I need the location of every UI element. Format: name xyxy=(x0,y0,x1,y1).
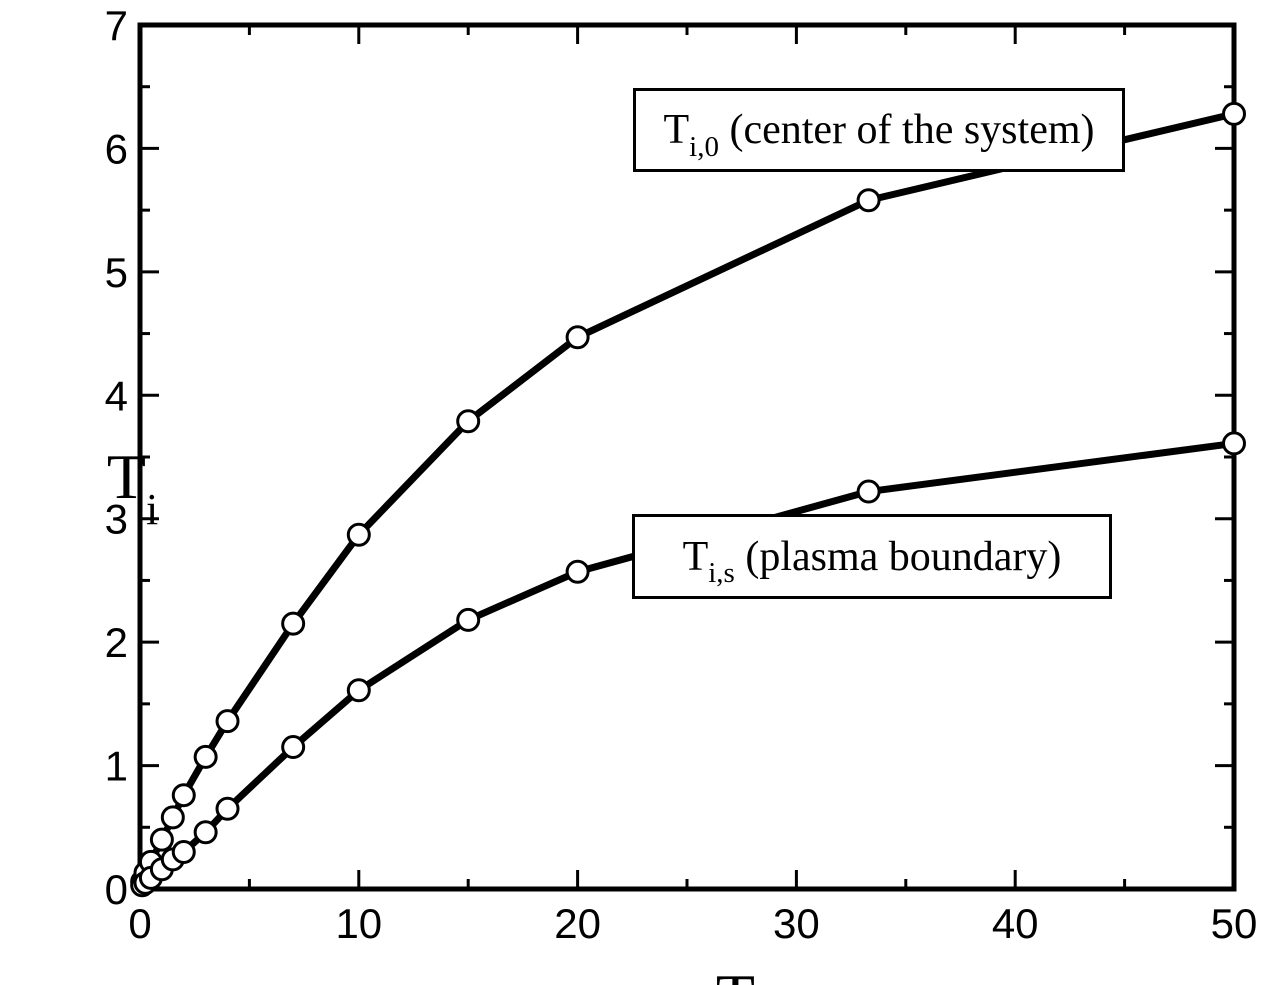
data-point-marker-series-0 xyxy=(193,744,218,769)
data-point-marker-series-1 xyxy=(856,479,881,504)
data-point-marker-series-1 xyxy=(215,796,240,821)
y-tick-label: 5 xyxy=(105,249,128,296)
y-tick-label: 4 xyxy=(105,372,128,419)
data-point-marker-series-1 xyxy=(281,735,306,760)
y-tick-label: 6 xyxy=(105,125,128,172)
data-point-marker-series-0 xyxy=(171,783,196,808)
y-tick-label: 0 xyxy=(105,866,128,913)
data-point-marker-series-0 xyxy=(456,409,481,434)
data-point-marker-series-0 xyxy=(215,709,240,734)
data-point-marker-series-1 xyxy=(193,820,218,845)
series-line-0 xyxy=(138,110,1235,883)
x-tick-label: 10 xyxy=(335,900,382,947)
x-tick-label: 50 xyxy=(1211,900,1258,947)
data-point-marker-series-0 xyxy=(281,611,306,636)
y-tick-label: 7 xyxy=(105,2,128,49)
y-axis-title-subscript: i xyxy=(145,485,159,534)
x-tick-label: 20 xyxy=(554,900,601,947)
data-point-marker-series-0 xyxy=(856,188,881,213)
y-axis-title-base: T xyxy=(106,441,146,512)
y-axis-title: Ti xyxy=(44,381,158,573)
annotation-series-description: (plasma boundary) xyxy=(734,533,1062,580)
data-point-marker-series-0 xyxy=(346,522,371,547)
annotation-series-symbol: T xyxy=(663,107,690,153)
x-axis-title: Tn xyxy=(653,901,777,985)
data-point-marker-series-0 xyxy=(1222,101,1246,126)
axis-ticks xyxy=(140,25,1234,889)
x-axis-title-base: T xyxy=(716,961,755,985)
series-markers xyxy=(130,101,1246,898)
series-lines xyxy=(138,110,1235,889)
annotation-series-symbol: T xyxy=(682,533,709,580)
data-point-marker-series-1 xyxy=(565,559,590,584)
annotation-series-description: (center of the system) xyxy=(718,107,1095,153)
annotation-series-subscript: i,s xyxy=(708,557,735,589)
x-tick-label: 40 xyxy=(992,900,1039,947)
y-tick-label: 1 xyxy=(105,743,128,790)
y-tick-label: 3 xyxy=(105,496,128,543)
x-tick-label: 30 xyxy=(773,900,820,947)
annotation-series-subscript: i,0 xyxy=(689,130,719,163)
series-line-1 xyxy=(140,439,1235,889)
data-point-marker-series-1 xyxy=(346,678,371,703)
data-point-marker-series-0 xyxy=(565,325,590,350)
data-point-marker-series-1 xyxy=(1222,431,1246,456)
data-point-marker-series-0 xyxy=(160,805,185,830)
y-tick-label: 2 xyxy=(105,619,128,666)
data-point-marker-series-0 xyxy=(149,827,174,852)
tick-labels: 0 10 20 30 40 50 0 1 2 3 4 5 6 7 xyxy=(105,2,1258,947)
data-point-marker-series-1 xyxy=(171,839,196,864)
data-point-marker-series-1 xyxy=(456,607,481,632)
x-tick-label: 0 xyxy=(128,900,151,947)
